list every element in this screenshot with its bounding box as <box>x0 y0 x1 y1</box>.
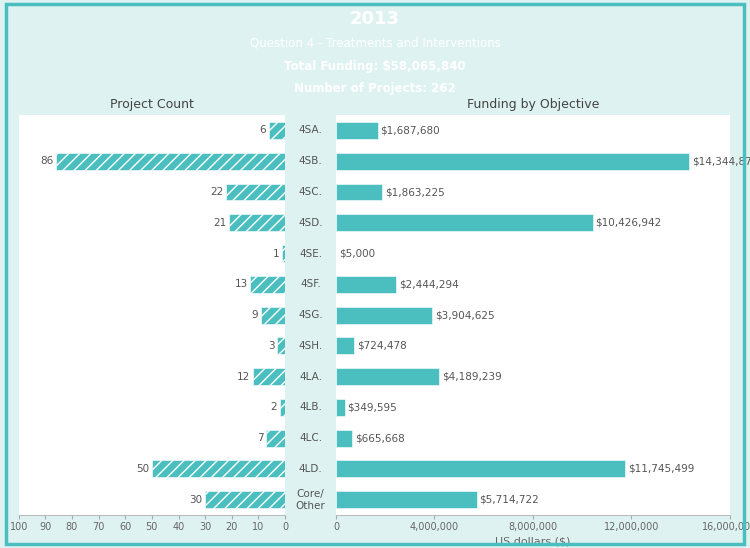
Text: $4,189,239: $4,189,239 <box>442 372 502 381</box>
Bar <box>336 153 689 170</box>
Text: 4SE.: 4SE. <box>299 249 322 259</box>
Text: 4LA.: 4LA. <box>299 372 322 381</box>
Text: $2,444,294: $2,444,294 <box>399 279 459 289</box>
Text: 1: 1 <box>273 249 280 259</box>
Bar <box>282 245 285 262</box>
Text: $11,745,499: $11,745,499 <box>628 464 694 474</box>
Text: $14,344,873: $14,344,873 <box>692 156 750 166</box>
Bar <box>277 338 285 355</box>
Text: 86: 86 <box>40 156 53 166</box>
Bar <box>226 184 285 201</box>
Bar <box>336 460 625 477</box>
Bar <box>266 430 285 447</box>
Text: 30: 30 <box>189 495 202 505</box>
Text: 21: 21 <box>213 218 226 228</box>
Text: 4LB.: 4LB. <box>299 402 322 413</box>
Text: Number of Projects: 262: Number of Projects: 262 <box>294 82 456 95</box>
Bar <box>269 122 285 139</box>
Text: 4LD.: 4LD. <box>298 464 322 474</box>
Text: $5,714,722: $5,714,722 <box>479 495 539 505</box>
Text: $5,000: $5,000 <box>339 249 375 259</box>
X-axis label: US dollars ($): US dollars ($) <box>495 536 571 546</box>
Bar <box>336 491 477 508</box>
Text: 2013: 2013 <box>350 10 400 28</box>
Text: 3: 3 <box>268 341 274 351</box>
Text: 7: 7 <box>257 433 264 443</box>
Text: $10,426,942: $10,426,942 <box>596 218 662 228</box>
Text: 4SC.: 4SC. <box>298 187 322 197</box>
Text: 2: 2 <box>271 402 277 413</box>
Bar <box>336 399 344 416</box>
Text: 50: 50 <box>136 464 149 474</box>
Bar <box>56 153 285 170</box>
Text: 4SF.: 4SF. <box>300 279 321 289</box>
Bar <box>336 338 354 355</box>
Text: $3,904,625: $3,904,625 <box>435 310 495 320</box>
Text: 9: 9 <box>252 310 258 320</box>
Text: 4SH.: 4SH. <box>298 341 322 351</box>
Text: 6: 6 <box>260 125 266 135</box>
Bar <box>205 491 285 508</box>
Text: 4SA.: 4SA. <box>298 125 322 135</box>
Bar <box>261 307 285 323</box>
Bar <box>229 214 285 231</box>
Title: Project Count: Project Count <box>110 98 194 111</box>
Text: 4LC.: 4LC. <box>299 433 322 443</box>
Title: Funding by Objective: Funding by Objective <box>466 98 599 111</box>
Text: 4SB.: 4SB. <box>298 156 322 166</box>
Bar <box>336 122 377 139</box>
Bar <box>280 399 285 416</box>
Text: 22: 22 <box>211 187 224 197</box>
Text: Question 4 - Treatments and Interventions: Question 4 - Treatments and Intervention… <box>250 36 500 49</box>
Text: 4SG.: 4SG. <box>298 310 322 320</box>
Bar <box>251 276 285 293</box>
Text: $1,863,225: $1,863,225 <box>385 187 445 197</box>
Bar <box>336 214 592 231</box>
Bar <box>336 276 396 293</box>
Text: $724,478: $724,478 <box>357 341 407 351</box>
Text: $1,687,680: $1,687,680 <box>380 125 440 135</box>
Text: Total Funding: $58,065,840: Total Funding: $58,065,840 <box>284 60 466 73</box>
Bar <box>336 430 352 447</box>
Text: $665,668: $665,668 <box>356 433 405 443</box>
Text: 12: 12 <box>237 372 250 381</box>
Bar <box>336 368 439 385</box>
Bar <box>152 460 285 477</box>
Text: 4SD.: 4SD. <box>298 218 322 228</box>
Bar <box>336 184 382 201</box>
Text: Core/
Other: Core/ Other <box>296 489 326 511</box>
Bar <box>336 307 432 323</box>
Bar <box>253 368 285 385</box>
Text: 13: 13 <box>235 279 248 289</box>
Text: $349,595: $349,595 <box>347 402 398 413</box>
